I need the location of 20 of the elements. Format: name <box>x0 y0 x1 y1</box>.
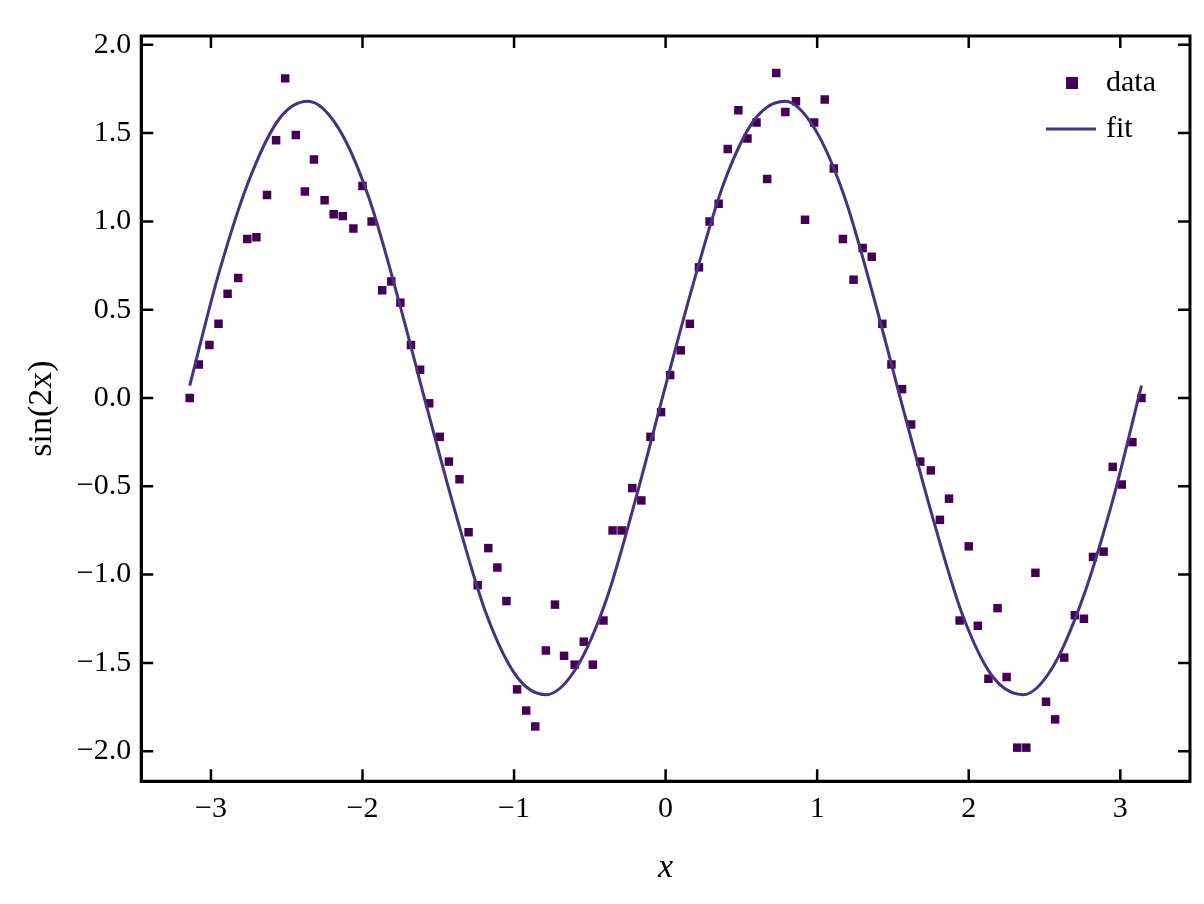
x-tick-label: 1 <box>809 790 825 824</box>
y-tick-label: 0.0 <box>93 378 132 412</box>
x-tick-label: 2 <box>961 790 977 824</box>
x-axis-title: x <box>657 846 674 884</box>
x-tick-label: 3 <box>1112 790 1128 824</box>
y-axis-title: sin(2x) <box>21 360 60 457</box>
x-tick-label: −3 <box>194 790 227 824</box>
legend-label: fit <box>1106 109 1134 143</box>
y-tick-label: −0.5 <box>76 467 132 501</box>
y-tick-label: 2.0 <box>93 25 132 59</box>
y-tick-label: 0.5 <box>93 290 132 324</box>
y-tick-label: −2.0 <box>76 732 132 766</box>
y-tick-label: −1.0 <box>76 555 132 589</box>
legend-label: data <box>1106 63 1156 97</box>
y-tick-label: 1.5 <box>93 114 132 147</box>
x-tick-label: 0 <box>658 790 674 824</box>
y-tick-label: 1.0 <box>93 202 132 236</box>
x-tick-label: −1 <box>498 790 531 824</box>
y-tick-label: −1.5 <box>76 643 132 677</box>
x-tick-label: −2 <box>346 790 379 824</box>
